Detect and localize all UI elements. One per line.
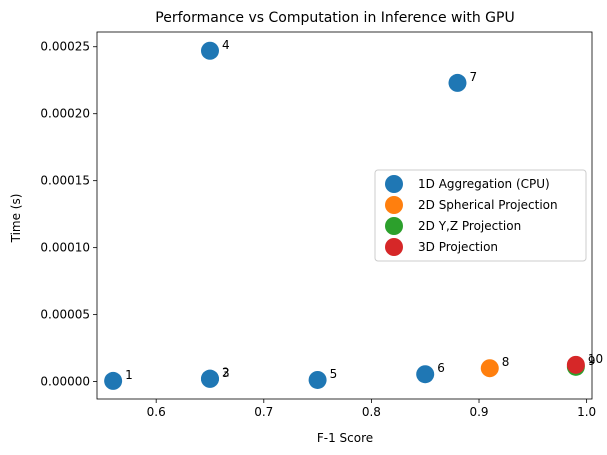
y-axis: 0.00000 0.00005 0.00010 0.00015 0.00020 0.000… bbox=[40, 40, 97, 389]
data-point bbox=[200, 41, 219, 60]
legend-marker bbox=[385, 175, 403, 193]
legend: 1D Aggregation (CPU) 2D Spherical Project… bbox=[374, 169, 587, 262]
data-point bbox=[308, 370, 327, 389]
x-tick-label: 0.7 bbox=[254, 405, 273, 419]
plot-frame bbox=[96, 31, 593, 400]
data-point bbox=[416, 365, 435, 384]
point-label: 10 bbox=[588, 352, 603, 366]
point-label: 4 bbox=[222, 38, 230, 52]
legend-label: 2D Spherical Projection bbox=[418, 198, 558, 212]
y-tick-label: 0.00010 bbox=[40, 241, 90, 255]
data-point bbox=[448, 73, 467, 92]
legend-label: 2D Y,Z Projection bbox=[418, 219, 521, 233]
point-label: 5 bbox=[330, 367, 338, 381]
y-tick-label: 0.00000 bbox=[40, 375, 90, 389]
x-tick-label: 0.9 bbox=[469, 405, 488, 419]
point-label: 3 bbox=[222, 366, 230, 380]
x-tick-label: 1.0 bbox=[577, 405, 596, 419]
data-point bbox=[480, 359, 499, 378]
legend-marker bbox=[385, 217, 403, 235]
data-point bbox=[566, 355, 585, 374]
point-label: 2 bbox=[222, 366, 230, 380]
legend-label: 3D Projection bbox=[418, 240, 498, 254]
x-tick-label: 0.6 bbox=[147, 405, 166, 419]
point-label: 6 bbox=[437, 361, 445, 375]
point-label: 8 bbox=[502, 355, 510, 369]
y-tick-label: 0.00025 bbox=[40, 40, 90, 54]
y-axis-label: Time (s) bbox=[9, 194, 23, 244]
x-axis-label: F-1 Score bbox=[317, 431, 373, 445]
y-tick-label: 0.00015 bbox=[40, 174, 90, 188]
y-tick-label: 0.00005 bbox=[40, 308, 90, 322]
legend-marker bbox=[385, 196, 403, 214]
data-point bbox=[200, 369, 219, 388]
x-axis: 0.6 0.7 0.8 0.9 1.0 bbox=[147, 399, 596, 419]
legend-label: 1D Aggregation (CPU) bbox=[418, 177, 550, 191]
data-point bbox=[104, 371, 123, 390]
point-label: 1 bbox=[125, 368, 133, 382]
chart-title: Performance vs Computation in Inference … bbox=[155, 10, 514, 26]
legend-marker bbox=[385, 238, 403, 256]
legend-box bbox=[374, 169, 587, 262]
y-tick-label: 0.00020 bbox=[40, 107, 90, 121]
point-label: 7 bbox=[469, 70, 477, 84]
x-tick-label: 0.8 bbox=[362, 405, 381, 419]
